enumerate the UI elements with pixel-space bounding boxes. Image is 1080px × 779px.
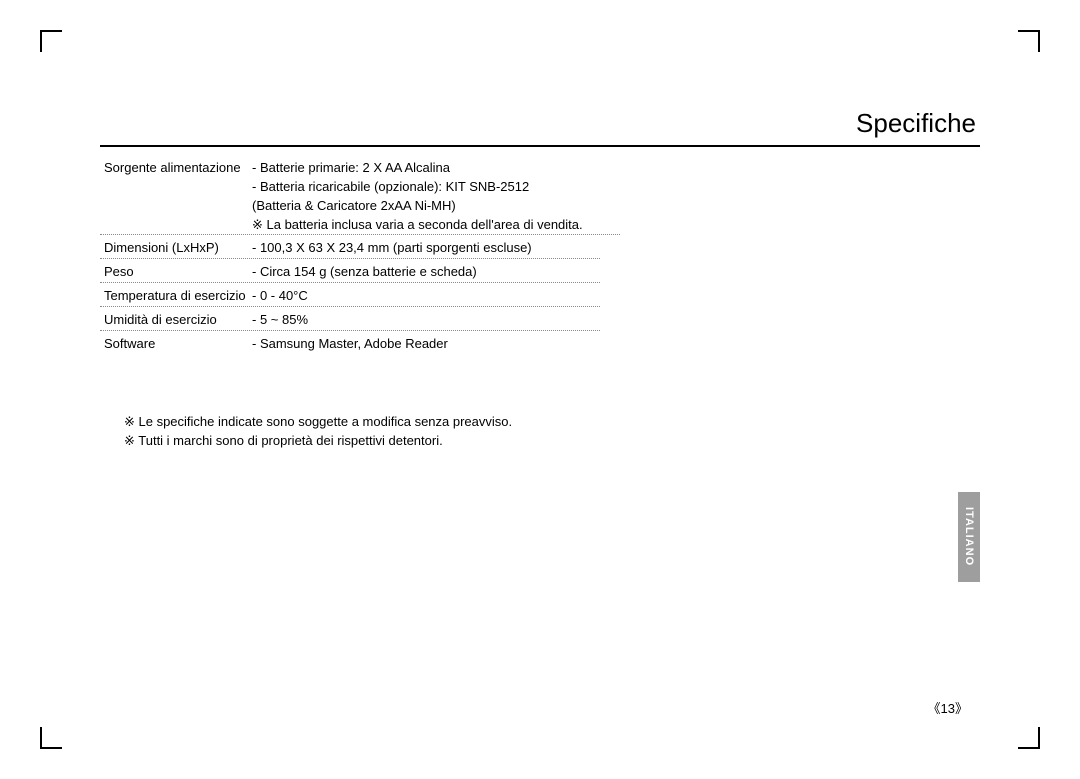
spec-row-weight: Peso - Circa 154 g (senza batterie e sch… <box>100 261 600 283</box>
crop-mark-top-right <box>1010 30 1040 60</box>
spec-label-dimensions: Dimensioni (LxHxP) <box>100 239 252 258</box>
footnotes: ※ Le specifiche indicate sono soggette a… <box>100 412 980 451</box>
footnote-2: ※ Tutti i marchi sono di proprietà dei r… <box>124 431 980 451</box>
language-tab: ITALIANO <box>958 492 980 582</box>
spec-value-weight: - Circa 154 g (senza batterie e scheda) <box>252 263 600 282</box>
page-content: Specifiche Sorgente alimentazione - Batt… <box>100 108 980 719</box>
spec-row-humidity: Umidità di esercizio - 5 ~ 85% <box>100 309 600 331</box>
spec-value-humidity: - 5 ~ 85% <box>252 311 600 330</box>
footnote-1: ※ Le specifiche indicate sono soggette a… <box>124 412 980 432</box>
spec-label-software: Software <box>100 335 252 354</box>
crop-mark-bottom-right <box>1010 719 1040 749</box>
spec-power-line-1: - Batterie primarie: 2 X AA Alcalina <box>252 159 620 178</box>
spec-power-line-4: ※ La batteria inclusa varia a seconda de… <box>252 216 620 235</box>
spec-row-software: Software - Samsung Master, Adobe Reader <box>100 333 980 358</box>
spec-row-temp: Temperatura di esercizio - 0 - 40°C <box>100 285 600 307</box>
spec-label-weight: Peso <box>100 263 252 282</box>
spec-label-power: Sorgente alimentazione <box>100 159 252 234</box>
page-number: 《13》 <box>928 698 968 717</box>
spec-row-dimensions: Dimensioni (LxHxP) - 100,3 X 63 X 23,4 m… <box>100 237 600 259</box>
page-title: Specifiche <box>100 108 980 147</box>
crop-mark-top-left <box>40 30 70 60</box>
crop-mark-bottom-left <box>40 719 70 749</box>
spec-row-power: Sorgente alimentazione - Batterie primar… <box>100 157 620 235</box>
spec-power-line-3: (Batteria & Caricatore 2xAA Ni-MH) <box>252 197 620 216</box>
spec-label-humidity: Umidità di esercizio <box>100 311 252 330</box>
spec-value-dimensions: - 100,3 X 63 X 23,4 mm (parti sporgenti … <box>252 239 600 258</box>
spec-power-line-2: - Batteria ricaricabile (opzionale): KIT… <box>252 178 620 197</box>
spec-value-power: - Batterie primarie: 2 X AA Alcalina - B… <box>252 159 620 234</box>
spec-value-temp: - 0 - 40°C <box>252 287 600 306</box>
spec-value-software: - Samsung Master, Adobe Reader <box>252 335 980 354</box>
spec-label-temp: Temperatura di esercizio <box>100 287 252 306</box>
